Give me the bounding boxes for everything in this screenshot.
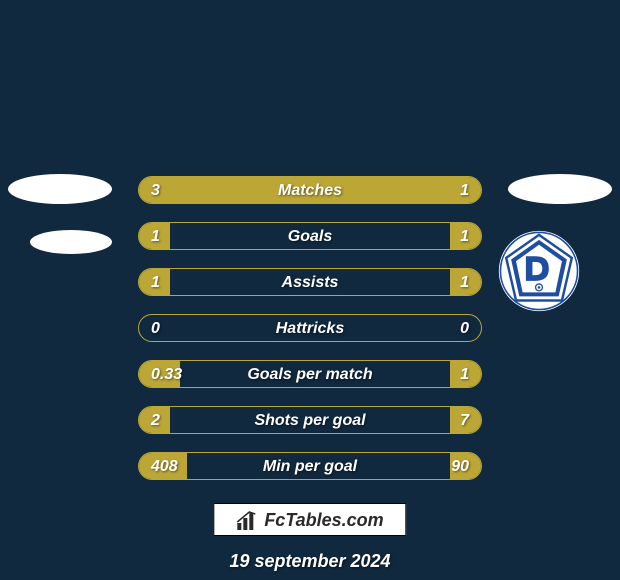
- stat-label: Goals per match: [139, 361, 481, 387]
- stat-row: Assists1 1: [138, 268, 482, 296]
- stat-value-left: 1: [151, 223, 160, 249]
- stat-value-left: 0: [151, 315, 160, 341]
- stat-label: Assists: [139, 269, 481, 295]
- stat-label: Goals: [139, 223, 481, 249]
- stats-chart: Matches31Goals11Assists11Hattricks00Goal…: [138, 176, 482, 498]
- stat-label: Min per goal: [139, 453, 481, 479]
- branding-text: FcTables.com: [264, 510, 383, 531]
- stat-value-right: 0: [460, 315, 469, 341]
- stat-value-right: 1: [460, 361, 469, 387]
- stat-value-left: 2: [151, 407, 160, 433]
- chart-icon: [236, 511, 258, 531]
- stat-value-left: 1: [151, 269, 160, 295]
- stat-value-left: 408: [151, 453, 178, 479]
- stat-value-left: 3: [151, 177, 160, 203]
- stat-label: Matches: [139, 177, 481, 203]
- stat-row: Matches3 1: [138, 176, 482, 204]
- stat-label: Hattricks: [139, 315, 481, 341]
- stat-row: Hattricks0 0: [138, 314, 482, 342]
- stat-value-right: 7: [460, 407, 469, 433]
- stat-value-right: 1: [460, 269, 469, 295]
- stat-label: Shots per goal: [139, 407, 481, 433]
- date-text: 19 september 2024: [0, 551, 620, 572]
- stat-row: Shots per goal2 7: [138, 406, 482, 434]
- stat-value-right: 1: [460, 223, 469, 249]
- stat-value-right: 1: [460, 177, 469, 203]
- stat-value-right: 90: [451, 453, 469, 479]
- stat-row: Goals1 1: [138, 222, 482, 250]
- stat-row: Min per goal408 90: [138, 452, 482, 480]
- branding-link[interactable]: FcTables.com: [213, 503, 406, 536]
- stat-row: Goals per match0.33 1: [138, 360, 482, 388]
- stat-value-left: 0.33: [151, 361, 182, 387]
